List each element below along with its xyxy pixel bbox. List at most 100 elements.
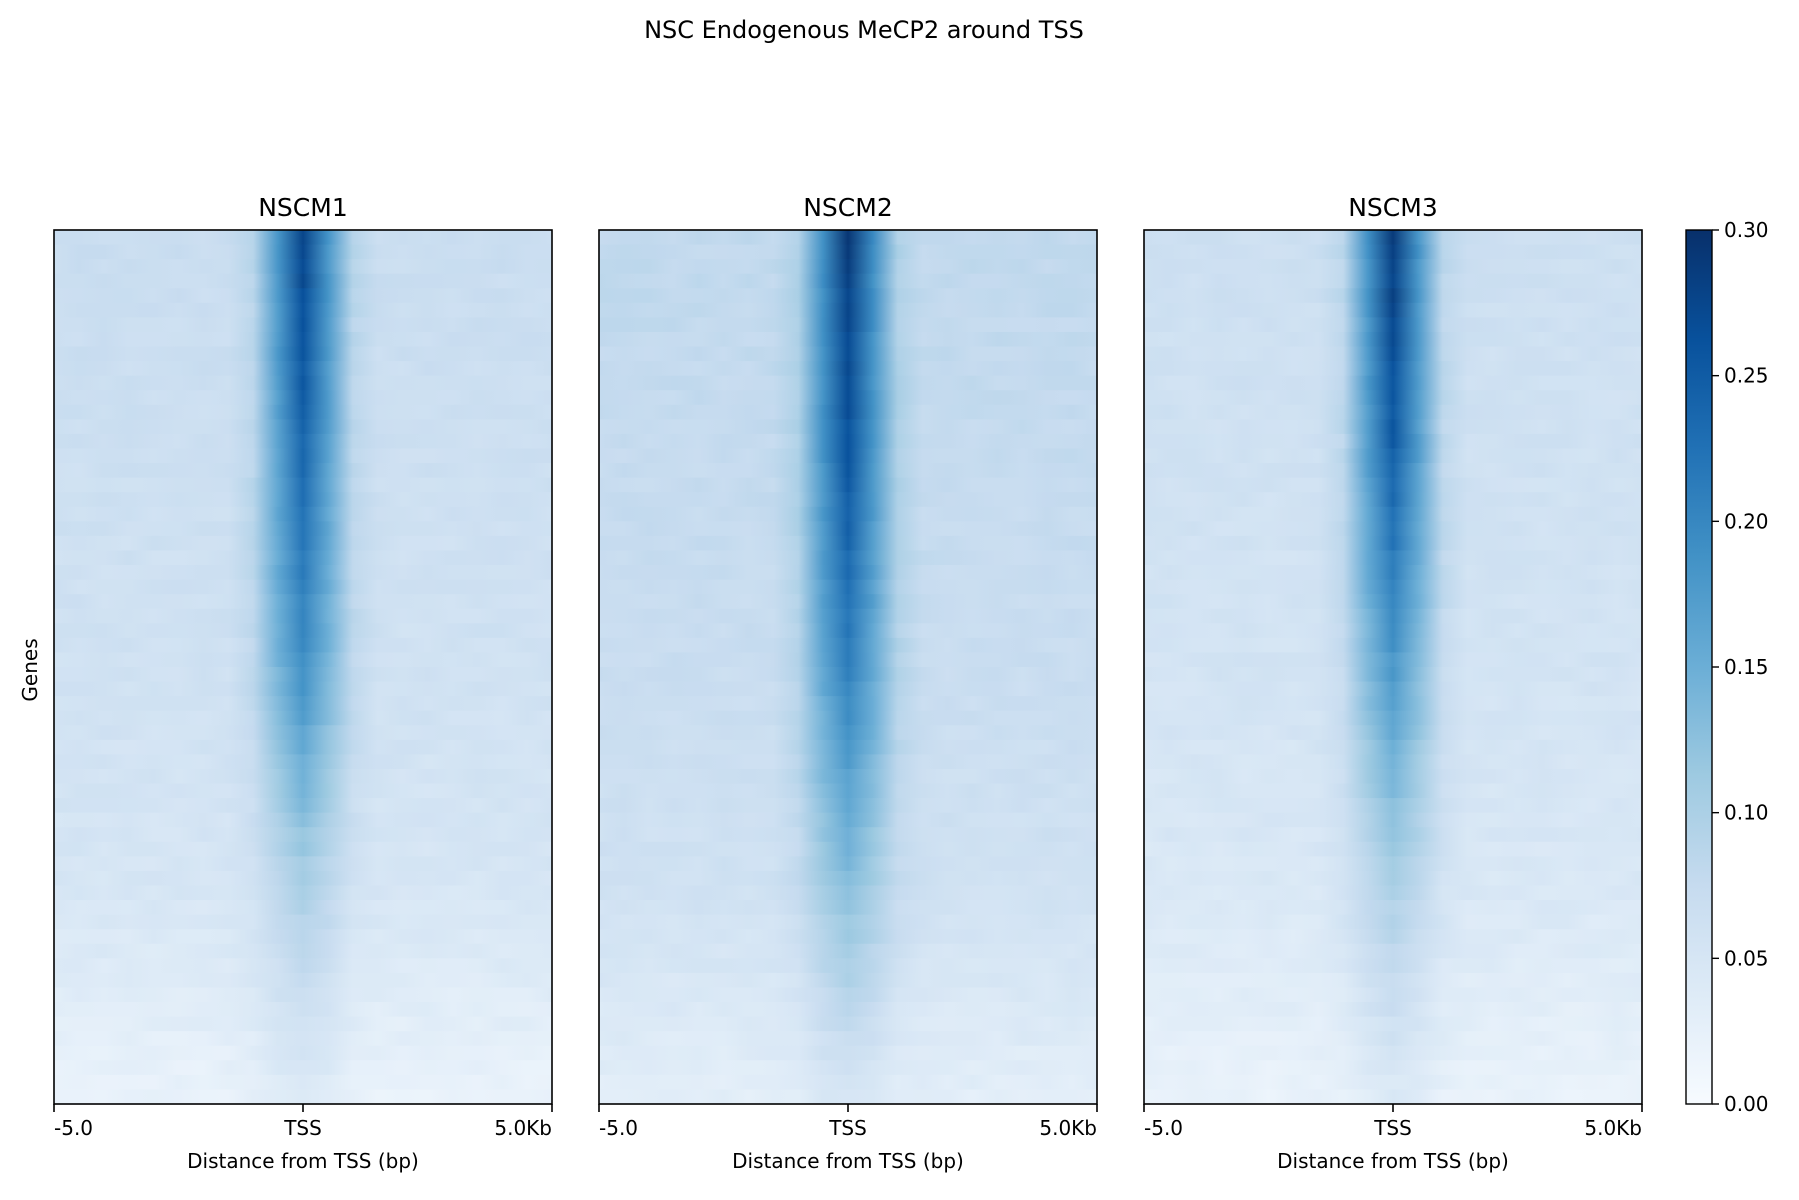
heatmap-band xyxy=(54,1031,552,1047)
heatmap-band xyxy=(54,739,552,755)
heatmap-band xyxy=(599,987,1097,1003)
heatmap-band xyxy=(599,914,1097,930)
heatmap-band xyxy=(599,827,1097,843)
heatmap-band xyxy=(54,900,552,916)
heatmap-band xyxy=(599,1074,1097,1091)
heatmap-band xyxy=(599,1045,1097,1061)
heatmap-band xyxy=(1144,259,1642,275)
heatmap-band xyxy=(54,681,552,697)
heatmap-band xyxy=(599,594,1097,610)
heatmap-band xyxy=(599,929,1097,945)
heatmap-band xyxy=(54,783,552,799)
heatmap-band xyxy=(54,288,552,304)
heatmap-band xyxy=(1144,1060,1642,1076)
heatmap-band xyxy=(599,375,1097,391)
heatmap-band xyxy=(54,390,552,406)
heatmap-band xyxy=(1144,477,1642,493)
colorbar-tick-label: 0.00 xyxy=(1724,1092,1769,1116)
heatmap-band xyxy=(599,652,1097,668)
heatmap-band xyxy=(1144,914,1642,930)
heatmap-band xyxy=(54,754,552,770)
heatmap-band xyxy=(54,696,552,712)
heatmap-band xyxy=(54,492,552,508)
heatmap-band xyxy=(1144,958,1642,974)
heatmap-band xyxy=(599,710,1097,726)
heatmap-band xyxy=(599,346,1097,362)
heatmap-band xyxy=(1144,288,1642,304)
heatmap-band xyxy=(1144,594,1642,610)
heatmap-band xyxy=(54,331,552,348)
heatmap-band xyxy=(1144,521,1642,537)
heatmap-band xyxy=(1144,492,1642,508)
heatmap-band xyxy=(599,841,1097,857)
heatmap-band xyxy=(1144,375,1642,391)
heatmap-band xyxy=(54,987,552,1003)
heatmap-band xyxy=(1144,317,1642,333)
heatmap-band xyxy=(54,812,552,828)
heatmap-band xyxy=(54,317,552,333)
heatmap-band xyxy=(599,943,1097,959)
heatmap-band xyxy=(54,798,552,814)
heatmap-band xyxy=(599,433,1097,450)
heatmap-band xyxy=(599,696,1097,712)
x-tick-label: -5.0 xyxy=(1144,1116,1183,1140)
heatmap-band xyxy=(54,1074,552,1091)
heatmap-band xyxy=(54,477,552,493)
x-tick-label: -5.0 xyxy=(54,1116,93,1140)
heatmap-band xyxy=(54,1045,552,1061)
heatmap-band xyxy=(1144,710,1642,726)
heatmap-band xyxy=(1144,681,1642,697)
y-axis-label: Genes xyxy=(18,638,42,701)
heatmap-band xyxy=(1144,346,1642,362)
heatmap-band xyxy=(599,535,1097,552)
heatmap-band xyxy=(54,870,552,887)
heatmap-band xyxy=(1144,812,1642,828)
heatmap-band xyxy=(54,1016,552,1032)
heatmap-band xyxy=(599,637,1097,654)
heatmap-band xyxy=(599,477,1097,493)
heatmap-band xyxy=(1144,331,1642,348)
heatmap-band xyxy=(599,463,1097,479)
heatmap-band xyxy=(1144,273,1642,289)
heatmap-band xyxy=(599,506,1097,522)
heatmap-band xyxy=(1144,885,1642,901)
heatmap-band xyxy=(1144,929,1642,945)
heatmap-band xyxy=(599,288,1097,304)
heatmap-band xyxy=(599,244,1097,260)
heatmap-band xyxy=(54,768,552,785)
heatmap-band xyxy=(54,885,552,901)
heatmap-band xyxy=(1144,637,1642,654)
heatmap-band xyxy=(599,870,1097,887)
heatmap-band xyxy=(54,929,552,945)
heatmap-band xyxy=(54,972,552,989)
heatmap-band xyxy=(599,1031,1097,1047)
heatmap-band xyxy=(599,754,1097,770)
heatmap-band xyxy=(54,244,552,260)
heatmap-band xyxy=(54,1089,552,1105)
heatmap-band xyxy=(54,346,552,362)
heatmap-band xyxy=(54,506,552,522)
heatmap-band xyxy=(54,841,552,857)
heatmap-band xyxy=(1144,1045,1642,1061)
panel-title: NSCM2 xyxy=(803,193,893,222)
heatmap-band xyxy=(1144,433,1642,450)
panel-nscm2: NSCM2 -5.0 TSS 5.0Kb Distance from TSS (bp) xyxy=(598,193,1098,1173)
heatmap-band xyxy=(54,637,552,654)
heatmap-band xyxy=(54,448,552,464)
heatmap-band xyxy=(599,667,1097,683)
heatmap-band xyxy=(54,1002,552,1018)
heatmap-band xyxy=(1144,783,1642,799)
x-tick-label: TSS xyxy=(283,1116,322,1140)
heatmap-band xyxy=(54,667,552,683)
heatmap-band xyxy=(1144,870,1642,887)
heatmap-band xyxy=(599,361,1097,377)
heatmap-band xyxy=(54,259,552,275)
heatmap-band xyxy=(1144,696,1642,712)
heatmap-band xyxy=(1144,754,1642,770)
heatmap-band xyxy=(599,419,1097,435)
heatmap-band xyxy=(599,885,1097,901)
heatmap-band xyxy=(599,521,1097,537)
heatmap-band xyxy=(54,710,552,726)
heatmap-band xyxy=(599,317,1097,333)
heatmap-band xyxy=(599,608,1097,624)
